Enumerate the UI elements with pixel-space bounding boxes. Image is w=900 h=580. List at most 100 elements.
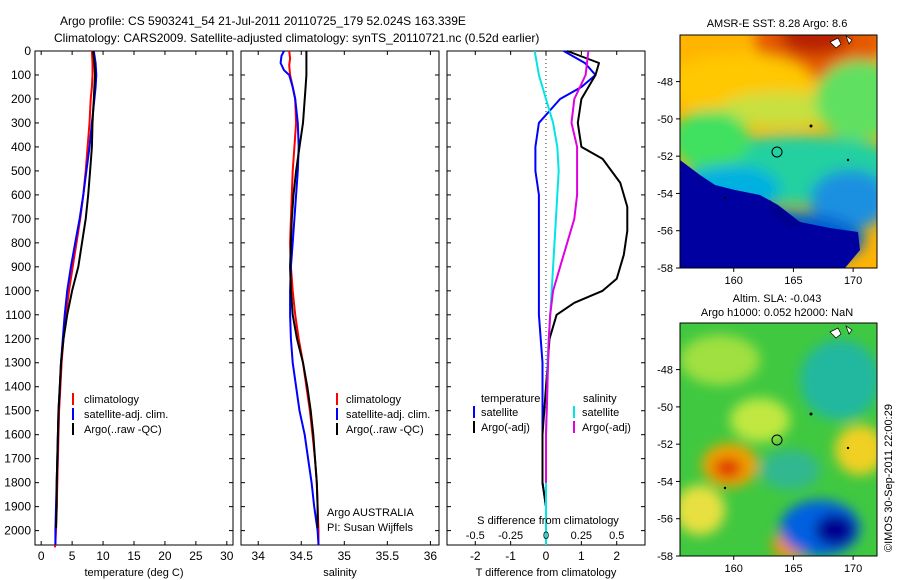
- s-tick-label: -0.25: [498, 530, 523, 542]
- salinity-xlabel: salinity: [323, 567, 357, 579]
- sst-map-frame: [679, 34, 878, 269]
- x-tick-label: 0: [543, 549, 550, 563]
- sst-map-panel: AMSR-E SST: 8.28 Argo: 8.6: [657, 18, 878, 287]
- depth-tick-label: 1300: [4, 356, 31, 370]
- difference-panel: -2 -1 0 1 2 temperature satellite Argo(-adj)…: [446, 50, 646, 579]
- legend-s-satellite-label: satellite: [582, 407, 619, 419]
- x-tick-label: 10: [96, 549, 110, 563]
- depth-tick-label: 500: [11, 164, 31, 178]
- temperature-x-axis: 0 5 10 15 20 25 30: [38, 51, 234, 563]
- lat-tick-label: -48: [657, 365, 673, 377]
- series-line-temperature-argo-adj: [541, 50, 629, 529]
- depth-tick-label: 0: [24, 44, 31, 58]
- legend-s-argo-label: Argo(-adj): [582, 422, 631, 434]
- salinity-series: [279, 50, 320, 546]
- x-tick-label: 34: [252, 549, 266, 563]
- depth-tick-label: 1100: [5, 308, 31, 322]
- salinity-legend: climatology satellite-adj. clim. Argo(..…: [336, 393, 430, 436]
- imos-timestamp-label: ©IMOS 30-Sep-2011 22:00:29: [883, 404, 895, 552]
- sst-map-title: AMSR-E SST: 8.28 Argo: 8.6: [707, 18, 848, 30]
- legend-t-satellite-label: satellite: [481, 407, 518, 419]
- lat-tick-label: -58: [657, 551, 673, 563]
- x-tick-label: 36: [424, 549, 438, 563]
- x-tick-label: 25: [189, 549, 203, 563]
- depth-tick-label: 1700: [4, 452, 31, 466]
- depth-tick-label: 1800: [4, 476, 31, 490]
- sst-map-lat-axis: -48 -50 -52 -54 -56 -58: [657, 77, 680, 275]
- legend-climatology-label: climatology: [346, 394, 402, 406]
- x-tick-label: 1: [578, 549, 585, 563]
- lat-tick-label: -52: [657, 439, 673, 451]
- x-tick-label: -1: [505, 549, 516, 563]
- lon-tick-label: 160: [725, 563, 743, 575]
- sla-map-panel: Altim. SLA: -0.043 Argo h1000: 0.052 h20…: [657, 293, 878, 575]
- legend-argo-label: Argo(..raw -QC): [84, 424, 162, 436]
- header-line-1: Argo profile: CS 5903241_54 21-Jul-2011 …: [60, 14, 466, 28]
- s-difference-axis-label: S difference from climatology: [477, 515, 619, 527]
- s-tick-label: 0.5: [609, 530, 624, 542]
- salinity-panel: 34 34.5 35 35.5 36 salinity climatology sate…: [240, 50, 440, 579]
- depth-tick-label: 200: [11, 92, 31, 106]
- temperature-panel: 0100200300400500600700800900100011001200…: [4, 44, 234, 579]
- salinity-x-axis: 34 34.5 35 35.5 36: [252, 51, 438, 563]
- lat-tick-label: -48: [657, 77, 673, 89]
- sla-map-frame: [679, 322, 878, 557]
- salinity-axes-frame: [240, 50, 440, 546]
- argo-program-label: Argo AUSTRALIA: [327, 507, 414, 519]
- depth-axis: 0 100 200 300 400 500 600 700 800 900 1000 1100 1200…: [4, 44, 233, 538]
- legend-satellite-label: satellite-adj. clim.: [346, 409, 430, 421]
- temperature-xlabel: temperature (deg C): [84, 567, 183, 579]
- depth-tick-label: 400: [11, 140, 31, 154]
- legend-salinity-title: salinity: [583, 393, 617, 405]
- x-tick-label: 34.5: [290, 549, 314, 563]
- depth-tick-label: 1900: [4, 500, 31, 514]
- depth-tick-label: 1400: [4, 380, 31, 394]
- depth-tick-label: 800: [11, 236, 31, 250]
- lat-tick-label: -56: [657, 226, 673, 238]
- sla-map-lon-axis: 160 165 170: [725, 556, 862, 575]
- difference-x-axis: -2 -1 0 1 2: [470, 51, 620, 563]
- difference-series: [533, 50, 629, 545]
- t-difference-xlabel: T difference from climatology: [476, 567, 617, 579]
- lon-tick-label: 160: [725, 275, 743, 287]
- legend-argo-label: Argo(..raw -QC): [346, 424, 424, 436]
- sla-map-title-line-1: Altim. SLA: -0.043: [733, 293, 822, 305]
- depth-tick-label: 1500: [4, 404, 31, 418]
- lon-tick-label: 165: [784, 563, 802, 575]
- sla-field: [680, 323, 877, 556]
- series-line-climatology: [53, 50, 94, 548]
- depth-tick-label: 700: [11, 212, 31, 226]
- x-tick-label: 5: [69, 549, 76, 563]
- x-tick-label: -2: [470, 549, 481, 563]
- legend-temperature-title: temperature: [481, 393, 540, 405]
- x-tick-label: 20: [158, 549, 172, 563]
- depth-tick-label: 1200: [4, 332, 31, 346]
- depth-tick-label: 1600: [4, 428, 31, 442]
- depth-tick-label: 1000: [4, 284, 31, 298]
- s-difference-ticks: -0.5 -0.25 0 0.25 0.5: [466, 530, 625, 542]
- s-tick-label: 0.25: [571, 530, 592, 542]
- depth-tick-label: 600: [11, 188, 31, 202]
- sst-map-lon-axis: 160 165 170: [725, 268, 862, 287]
- lat-tick-label: -54: [657, 188, 673, 200]
- lat-tick-label: -58: [657, 263, 673, 275]
- lon-tick-label: 165: [784, 275, 802, 287]
- series-line-temperature-satellite: [534, 50, 597, 531]
- series-line-salinity-argo-adj: [545, 50, 590, 483]
- s-tick-label: -0.5: [466, 530, 485, 542]
- temperature-legend: climatology satellite-adj. clim. Argo(..…: [72, 393, 168, 436]
- x-tick-label: 0: [38, 549, 45, 563]
- series-line-satellite-adj-clim: [279, 50, 320, 546]
- lat-tick-label: -50: [657, 402, 673, 414]
- sla-map-lat-axis: -48 -50 -52 -54 -56 -58: [657, 365, 680, 563]
- x-tick-label: 2: [613, 549, 620, 563]
- lat-tick-label: -52: [657, 151, 673, 163]
- depth-tick-label: 300: [11, 116, 31, 130]
- depth-tick-label: 900: [11, 260, 31, 274]
- temperature-axes-frame: [34, 50, 234, 546]
- depth-tick-label: 2000: [4, 524, 31, 538]
- sst-field: [680, 35, 877, 268]
- series-line-argo-raw-qc: [55, 50, 96, 529]
- header-line-2: Climatology: CARS2009. Satellite-adjuste…: [54, 31, 539, 45]
